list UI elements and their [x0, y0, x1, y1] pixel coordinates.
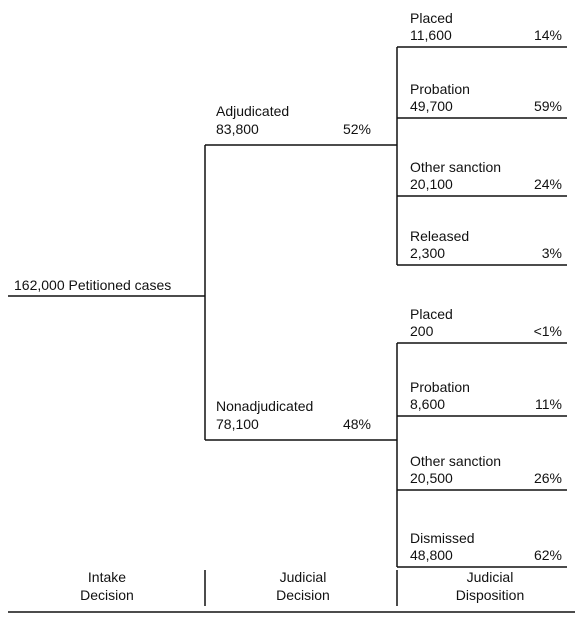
leaf-percent: 59% [534, 98, 562, 114]
leaf-label: Probation [410, 379, 470, 395]
leaf-label: Placed [410, 10, 453, 26]
leaf-percent: 3% [542, 245, 562, 261]
branch-label: Adjudicated [216, 103, 289, 119]
leaf-percent: 14% [534, 27, 562, 43]
leaf-label: Placed [410, 306, 453, 322]
leaf-percent: 62% [534, 547, 562, 563]
footer-heading: Intake [88, 569, 126, 585]
leaf-label: Dismissed [410, 530, 475, 546]
leaf-count: 2,300 [410, 245, 445, 261]
footer-heading: Judicial [467, 569, 514, 585]
branch-count: 83,800 [216, 121, 259, 137]
leaf-count: 8,600 [410, 396, 445, 412]
leaf-percent: 24% [534, 176, 562, 192]
leaf-count: 20,100 [410, 176, 453, 192]
leaf-label: Other sanction [410, 159, 501, 175]
branch-percent: 48% [343, 416, 371, 432]
branch-label: Nonadjudicated [216, 398, 313, 414]
leaf-percent: <1% [534, 323, 562, 339]
footer-heading: Decision [80, 587, 134, 603]
branch-count: 78,100 [216, 416, 259, 432]
footer-heading: Judicial [280, 569, 327, 585]
leaf-label: Probation [410, 81, 470, 97]
branch-percent: 52% [343, 121, 371, 137]
leaf-percent: 26% [534, 470, 562, 486]
leaf-count: 49,700 [410, 98, 453, 114]
leaf-percent: 11% [535, 396, 562, 412]
leaf-count: 48,800 [410, 547, 453, 563]
footer-heading: Decision [276, 587, 330, 603]
leaf-count: 200 [410, 323, 434, 339]
leaf-count: 11,600 [410, 27, 452, 43]
leaf-count: 20,500 [410, 470, 453, 486]
leaf-label: Other sanction [410, 453, 501, 469]
footer-heading: Disposition [456, 587, 524, 603]
leaf-label: Released [410, 228, 469, 244]
root-label: 162,000 Petitioned cases [14, 277, 171, 293]
